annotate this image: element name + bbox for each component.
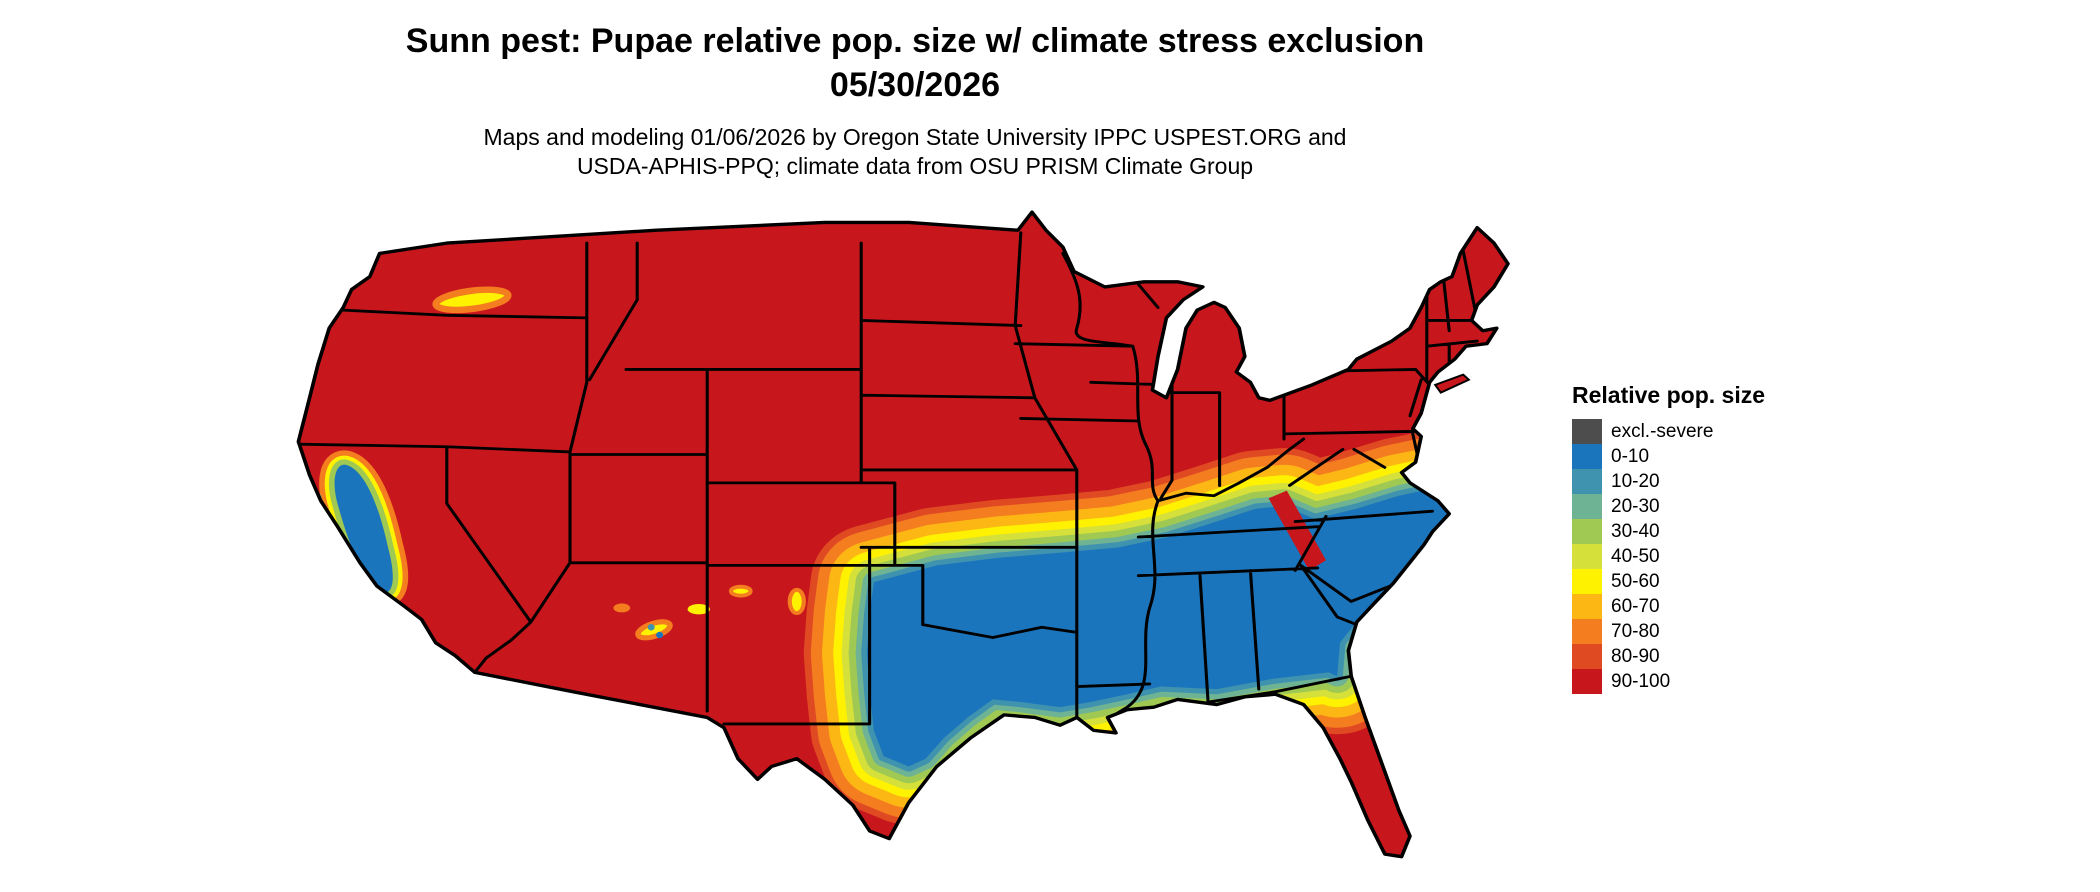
legend-item: 40-50 [1572, 544, 1765, 569]
legend-swatch [1572, 519, 1602, 544]
state-borders [298, 231, 1479, 732]
us-map [290, 207, 1540, 867]
legend-item: excl.-severe [1572, 419, 1765, 444]
legend-label: 90-100 [1611, 670, 1671, 692]
legend-item: 0-10 [1572, 444, 1765, 469]
legend-item: 30-40 [1572, 519, 1765, 544]
legend-item: 70-80 [1572, 619, 1765, 644]
legend-swatch [1572, 419, 1602, 444]
legend-swatch [1572, 669, 1602, 694]
legend-label: 0-10 [1611, 445, 1650, 467]
legend-label: 20-30 [1611, 495, 1660, 517]
legend-label: 70-80 [1611, 620, 1660, 642]
legend-label: 80-90 [1611, 645, 1660, 667]
legend-label: 30-40 [1611, 520, 1660, 542]
legend-swatch [1572, 619, 1602, 644]
az-speckle-3 [613, 603, 631, 613]
legend-item: 80-90 [1572, 644, 1765, 669]
legend-item: 90-100 [1572, 669, 1765, 694]
columbia-basin-patch [432, 286, 512, 314]
az-speckle-2 [687, 604, 710, 615]
coastal-speck-teal [325, 522, 334, 531]
legend-item: 60-70 [1572, 594, 1765, 619]
legend-label: 50-60 [1611, 570, 1660, 592]
nm-speckle-1 [728, 584, 753, 598]
legend-title: Relative pop. size [1572, 382, 1766, 408]
legend-label: 60-70 [1611, 595, 1660, 617]
map-title-line1: Sunn pest: Pupae relative pop. size w/ c… [405, 22, 1425, 60]
us-choropleth-svg [296, 210, 1510, 859]
legend-swatch [1572, 444, 1602, 469]
nm-speckle-2 [787, 587, 806, 615]
legend-item: 20-30 [1572, 494, 1765, 519]
legend-swatch [1572, 494, 1602, 519]
legend: Relative pop. size excl.-severe 0-10 10-20… [1572, 382, 1765, 694]
title-block: Sunn pest: Pupae relative pop. size w/ c… [290, 0, 1540, 181]
figure-left-column: Sunn pest: Pupae relative pop. size w/ c… [290, 0, 1540, 867]
legend-item: 10-20 [1572, 469, 1765, 494]
legend-label: 10-20 [1611, 470, 1660, 492]
legend-label: excl.-severe [1611, 420, 1714, 442]
legend-item: 50-60 [1572, 569, 1765, 594]
legend-swatch [1572, 544, 1602, 569]
map-subtitle-line2: USDA-APHIS-PPQ; climate data from OSU PR… [576, 153, 1254, 179]
map-title-date: 05/30/2026 [829, 65, 1001, 104]
map-subtitle-line1: Maps and modeling 01/06/2026 by Oregon S… [483, 124, 1347, 151]
az-speck-teal [647, 623, 655, 631]
raster-fills [298, 212, 1508, 857]
long-island [1433, 373, 1471, 394]
legend-label: 40-50 [1611, 545, 1660, 567]
legend-swatch [1572, 594, 1602, 619]
legend-swatch [1572, 644, 1602, 669]
legend-swatch [1572, 569, 1602, 594]
legend-swatch [1572, 469, 1602, 494]
legend-items: excl.-severe 0-10 10-20 20-30 30-40 40-50 50-6… [1572, 419, 1765, 694]
appalachian-high-streak [1268, 490, 1326, 571]
az-speck-blue [656, 631, 664, 639]
subtitle-block: Maps and modeling 01/06/2026 by Oregon S… [290, 123, 1540, 181]
